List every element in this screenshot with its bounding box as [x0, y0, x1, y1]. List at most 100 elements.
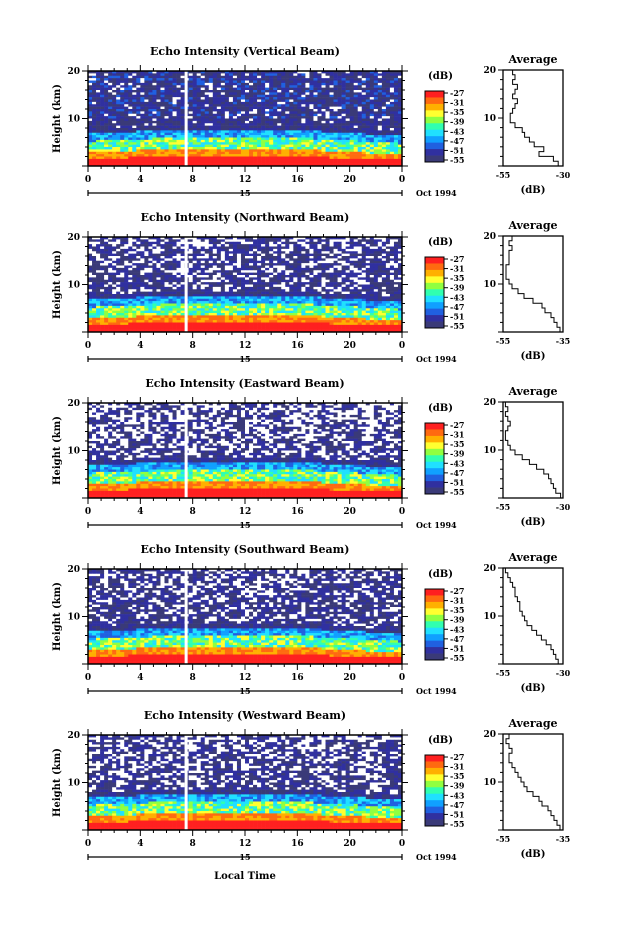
heatmap-cell	[321, 104, 325, 107]
heatmap-cell	[350, 263, 354, 266]
heatmap-cell	[132, 251, 136, 254]
heatmap-cell	[257, 126, 261, 129]
heatmap-cell	[193, 90, 197, 93]
heatmap-cell	[136, 256, 140, 259]
heatmap-cell	[201, 76, 205, 79]
heatmap-cell	[334, 111, 338, 114]
heatmap-cell	[285, 123, 289, 126]
heatmap-cell	[189, 266, 193, 269]
x-tick-label: 16	[291, 175, 304, 185]
heatmap-cell	[334, 244, 338, 247]
heatmap-cell	[213, 107, 217, 110]
heatmap-cell	[181, 73, 185, 76]
heatmap-cell	[136, 261, 140, 264]
heatmap-cell	[394, 97, 398, 100]
heatmap-cell	[334, 247, 338, 250]
heatmap-cell	[342, 130, 346, 133]
heatmap-cell	[173, 258, 177, 261]
heatmap-cell	[257, 92, 261, 95]
heatmap-cell	[124, 275, 128, 278]
heatmap-cell	[209, 270, 213, 273]
heatmap-cell	[289, 280, 293, 283]
heatmap-cell	[321, 159, 325, 162]
heatmap-cell	[366, 83, 370, 86]
heatmap-cell	[277, 247, 281, 250]
heatmap-cell	[326, 277, 330, 280]
heatmap-cell	[112, 256, 116, 259]
heatmap-cell	[209, 138, 213, 141]
heatmap-cell	[148, 247, 152, 250]
heatmap-cell	[205, 244, 209, 247]
heatmap-cell	[334, 90, 338, 93]
heatmap-cell	[189, 88, 193, 91]
heatmap-cell	[92, 140, 96, 143]
heatmap-cell	[217, 130, 221, 133]
heatmap-cell	[124, 81, 128, 84]
heatmap-cell	[245, 104, 249, 107]
heatmap-cell	[189, 251, 193, 254]
heatmap-cell	[144, 280, 148, 283]
heatmap-cell	[261, 128, 265, 131]
heatmap-cell	[241, 244, 245, 247]
heatmap-cell	[144, 97, 148, 100]
heatmap-cell	[394, 135, 398, 138]
heatmap-cell	[213, 266, 217, 269]
heatmap-cell	[354, 133, 358, 136]
heatmap-cell	[313, 258, 317, 261]
heatmap-cell	[164, 88, 168, 91]
heatmap-cell	[350, 130, 354, 133]
heatmap-cell	[321, 90, 325, 93]
heatmap-cell	[128, 268, 132, 271]
heatmap-cell	[108, 109, 112, 112]
heatmap-cell	[197, 95, 201, 98]
heatmap-cell	[245, 154, 249, 157]
heatmap-cell	[253, 147, 257, 150]
heatmap-cell	[152, 149, 156, 152]
heatmap-cell	[124, 90, 128, 93]
heatmap-cell	[281, 147, 285, 150]
heatmap-cell	[269, 142, 273, 145]
heatmap-cell	[297, 161, 301, 164]
heatmap-cell	[217, 277, 221, 280]
heatmap-cell	[382, 251, 386, 254]
heatmap-cell	[305, 130, 309, 133]
heatmap-cell	[116, 78, 120, 81]
heatmap-cell	[160, 149, 164, 152]
heatmap-cell	[350, 104, 354, 107]
heatmap-cell	[301, 256, 305, 259]
heatmap-cell	[164, 268, 168, 271]
heatmap-cell	[136, 154, 140, 157]
heatmap-cell	[169, 263, 173, 266]
heatmap-cell	[277, 114, 281, 117]
heatmap-cell	[326, 107, 330, 110]
heatmap-cell	[273, 161, 277, 164]
heatmap-cell	[374, 251, 378, 254]
heatmap-cell	[205, 256, 209, 259]
heatmap-cell	[285, 147, 289, 150]
heatmap-cell	[386, 258, 390, 261]
heatmap-cell	[140, 133, 144, 136]
heatmap-cell	[189, 95, 193, 98]
heatmap-cell	[108, 154, 112, 157]
heatmap-cell	[144, 92, 148, 95]
heatmap-cell	[366, 161, 370, 164]
heatmap-cell	[152, 126, 156, 129]
heatmap-cell	[148, 256, 152, 259]
heatmap-cell	[321, 249, 325, 252]
heatmap-cell	[197, 109, 201, 112]
heatmap-cell	[156, 142, 160, 145]
heatmap-cell	[160, 107, 164, 110]
heatmap-cell	[313, 275, 317, 278]
heatmap-cell	[104, 78, 108, 81]
heatmap-cell	[317, 102, 321, 105]
heatmap-cell	[108, 157, 112, 160]
heatmap-cell	[181, 268, 185, 271]
heatmap-cell	[293, 282, 297, 285]
heatmap-cell	[221, 280, 225, 283]
heatmap-cell	[309, 81, 313, 84]
heatmap-cell	[193, 78, 197, 81]
heatmap-cell	[326, 244, 330, 247]
heatmap-cell	[265, 107, 269, 110]
heatmap-cell	[301, 147, 305, 150]
heatmap-cell	[374, 270, 378, 273]
